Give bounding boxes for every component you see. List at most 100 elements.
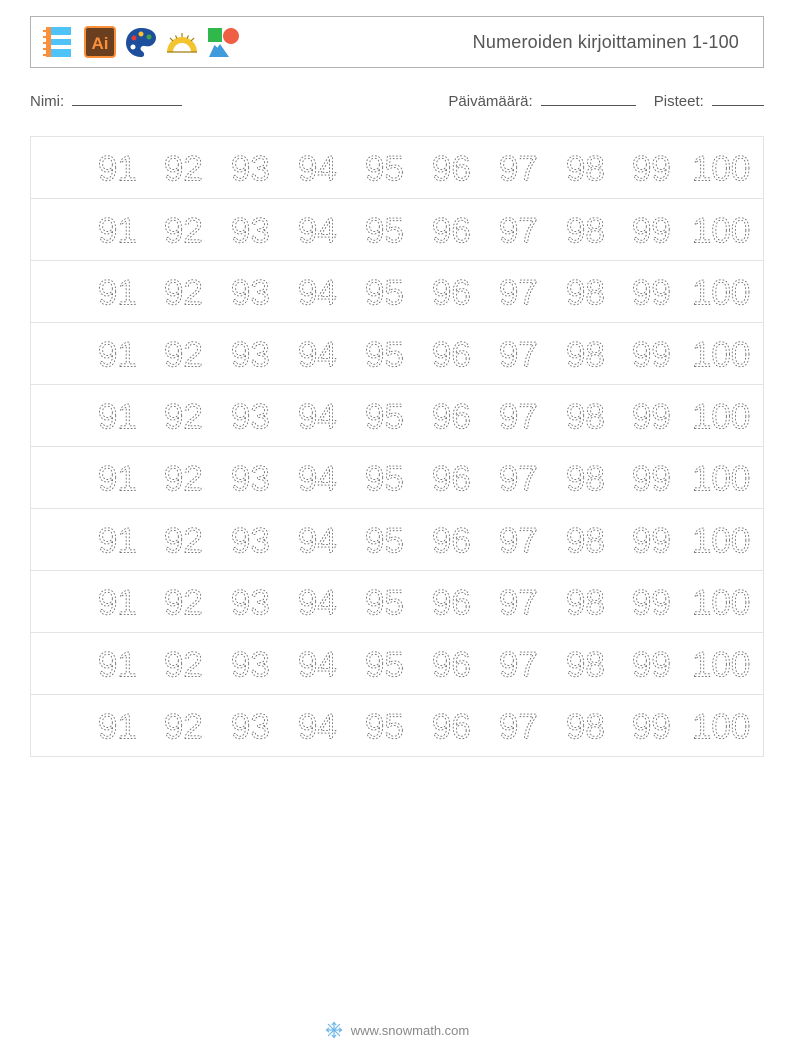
traceable-number[interactable]: 96 [419,457,483,499]
traceable-number[interactable]: 93 [219,519,283,561]
traceable-number[interactable]: 95 [352,705,416,747]
traceable-number[interactable]: 92 [152,643,216,685]
traceable-number[interactable]: 98 [553,457,617,499]
traceable-number[interactable]: 93 [219,457,283,499]
traceable-number[interactable]: 99 [620,209,684,251]
traceable-number[interactable]: 97 [486,581,550,623]
traceable-number[interactable]: 92 [152,705,216,747]
traceable-number[interactable]: 97 [486,209,550,251]
traceable-number[interactable]: 95 [352,333,416,375]
traceable-number[interactable]: 94 [286,147,350,189]
traceable-number[interactable]: 99 [620,643,684,685]
traceable-number[interactable]: 100 [687,705,755,747]
traceable-number[interactable]: 97 [486,457,550,499]
traceable-number[interactable]: 91 [85,643,149,685]
traceable-number[interactable]: 98 [553,395,617,437]
traceable-number[interactable]: 91 [85,271,149,313]
traceable-number[interactable]: 91 [85,147,149,189]
traceable-number[interactable]: 97 [486,147,550,189]
traceable-number[interactable]: 92 [152,271,216,313]
traceable-number[interactable]: 92 [152,333,216,375]
traceable-number[interactable]: 92 [152,581,216,623]
traceable-number[interactable]: 92 [152,519,216,561]
traceable-number[interactable]: 94 [286,581,350,623]
traceable-number[interactable]: 97 [486,271,550,313]
traceable-number[interactable]: 98 [553,333,617,375]
traceable-number[interactable]: 92 [152,457,216,499]
traceable-number[interactable]: 98 [553,519,617,561]
traceable-number[interactable]: 93 [219,271,283,313]
traceable-number[interactable]: 94 [286,643,350,685]
traceable-number[interactable]: 94 [286,395,350,437]
traceable-number[interactable]: 98 [553,643,617,685]
traceable-number[interactable]: 91 [85,519,149,561]
score-blank[interactable] [712,92,764,106]
date-blank[interactable] [541,92,636,106]
traceable-number[interactable]: 97 [486,395,550,437]
traceable-number[interactable]: 98 [553,581,617,623]
traceable-number[interactable]: 93 [219,705,283,747]
traceable-number[interactable]: 100 [687,333,755,375]
traceable-number[interactable]: 95 [352,147,416,189]
traceable-number[interactable]: 94 [286,209,350,251]
traceable-number[interactable]: 93 [219,581,283,623]
traceable-number[interactable]: 96 [419,519,483,561]
traceable-number[interactable]: 91 [85,209,149,251]
traceable-number[interactable]: 94 [286,333,350,375]
traceable-number[interactable]: 91 [85,395,149,437]
traceable-number[interactable]: 94 [286,271,350,313]
traceable-number[interactable]: 91 [85,705,149,747]
traceable-number[interactable]: 98 [553,705,617,747]
traceable-number[interactable]: 93 [219,209,283,251]
traceable-number[interactable]: 92 [152,395,216,437]
traceable-number[interactable]: 98 [553,147,617,189]
traceable-number[interactable]: 93 [219,333,283,375]
traceable-number[interactable]: 97 [486,333,550,375]
traceable-number[interactable]: 99 [620,271,684,313]
traceable-number[interactable]: 98 [553,209,617,251]
traceable-number[interactable]: 95 [352,519,416,561]
traceable-number[interactable]: 100 [687,147,755,189]
traceable-number[interactable]: 94 [286,457,350,499]
traceable-number[interactable]: 99 [620,457,684,499]
traceable-number[interactable]: 91 [85,457,149,499]
traceable-number[interactable]: 100 [687,395,755,437]
traceable-number[interactable]: 98 [553,271,617,313]
traceable-number[interactable]: 95 [352,209,416,251]
name-blank[interactable] [72,92,182,106]
traceable-number[interactable]: 93 [219,643,283,685]
traceable-number[interactable]: 97 [486,643,550,685]
traceable-number[interactable]: 96 [419,643,483,685]
traceable-number[interactable]: 96 [419,209,483,251]
traceable-number[interactable]: 95 [352,643,416,685]
traceable-number[interactable]: 99 [620,147,684,189]
traceable-number[interactable]: 100 [687,643,755,685]
traceable-number[interactable]: 100 [687,519,755,561]
traceable-number[interactable]: 97 [486,705,550,747]
traceable-number[interactable]: 100 [687,581,755,623]
traceable-number[interactable]: 95 [352,395,416,437]
traceable-number[interactable]: 93 [219,147,283,189]
traceable-number[interactable]: 96 [419,581,483,623]
traceable-number[interactable]: 95 [352,271,416,313]
traceable-number[interactable]: 91 [85,581,149,623]
traceable-number[interactable]: 99 [620,519,684,561]
traceable-number[interactable]: 100 [687,271,755,313]
traceable-number[interactable]: 94 [286,705,350,747]
traceable-number[interactable]: 100 [687,457,755,499]
traceable-number[interactable]: 92 [152,209,216,251]
traceable-number[interactable]: 91 [85,333,149,375]
traceable-number[interactable]: 96 [419,271,483,313]
traceable-number[interactable]: 99 [620,333,684,375]
traceable-number[interactable]: 96 [419,395,483,437]
traceable-number[interactable]: 99 [620,581,684,623]
traceable-number[interactable]: 99 [620,705,684,747]
traceable-number[interactable]: 94 [286,519,350,561]
traceable-number[interactable]: 96 [419,333,483,375]
traceable-number[interactable]: 96 [419,147,483,189]
traceable-number[interactable]: 92 [152,147,216,189]
traceable-number[interactable]: 95 [352,457,416,499]
traceable-number[interactable]: 100 [687,209,755,251]
traceable-number[interactable]: 93 [219,395,283,437]
traceable-number[interactable]: 96 [419,705,483,747]
